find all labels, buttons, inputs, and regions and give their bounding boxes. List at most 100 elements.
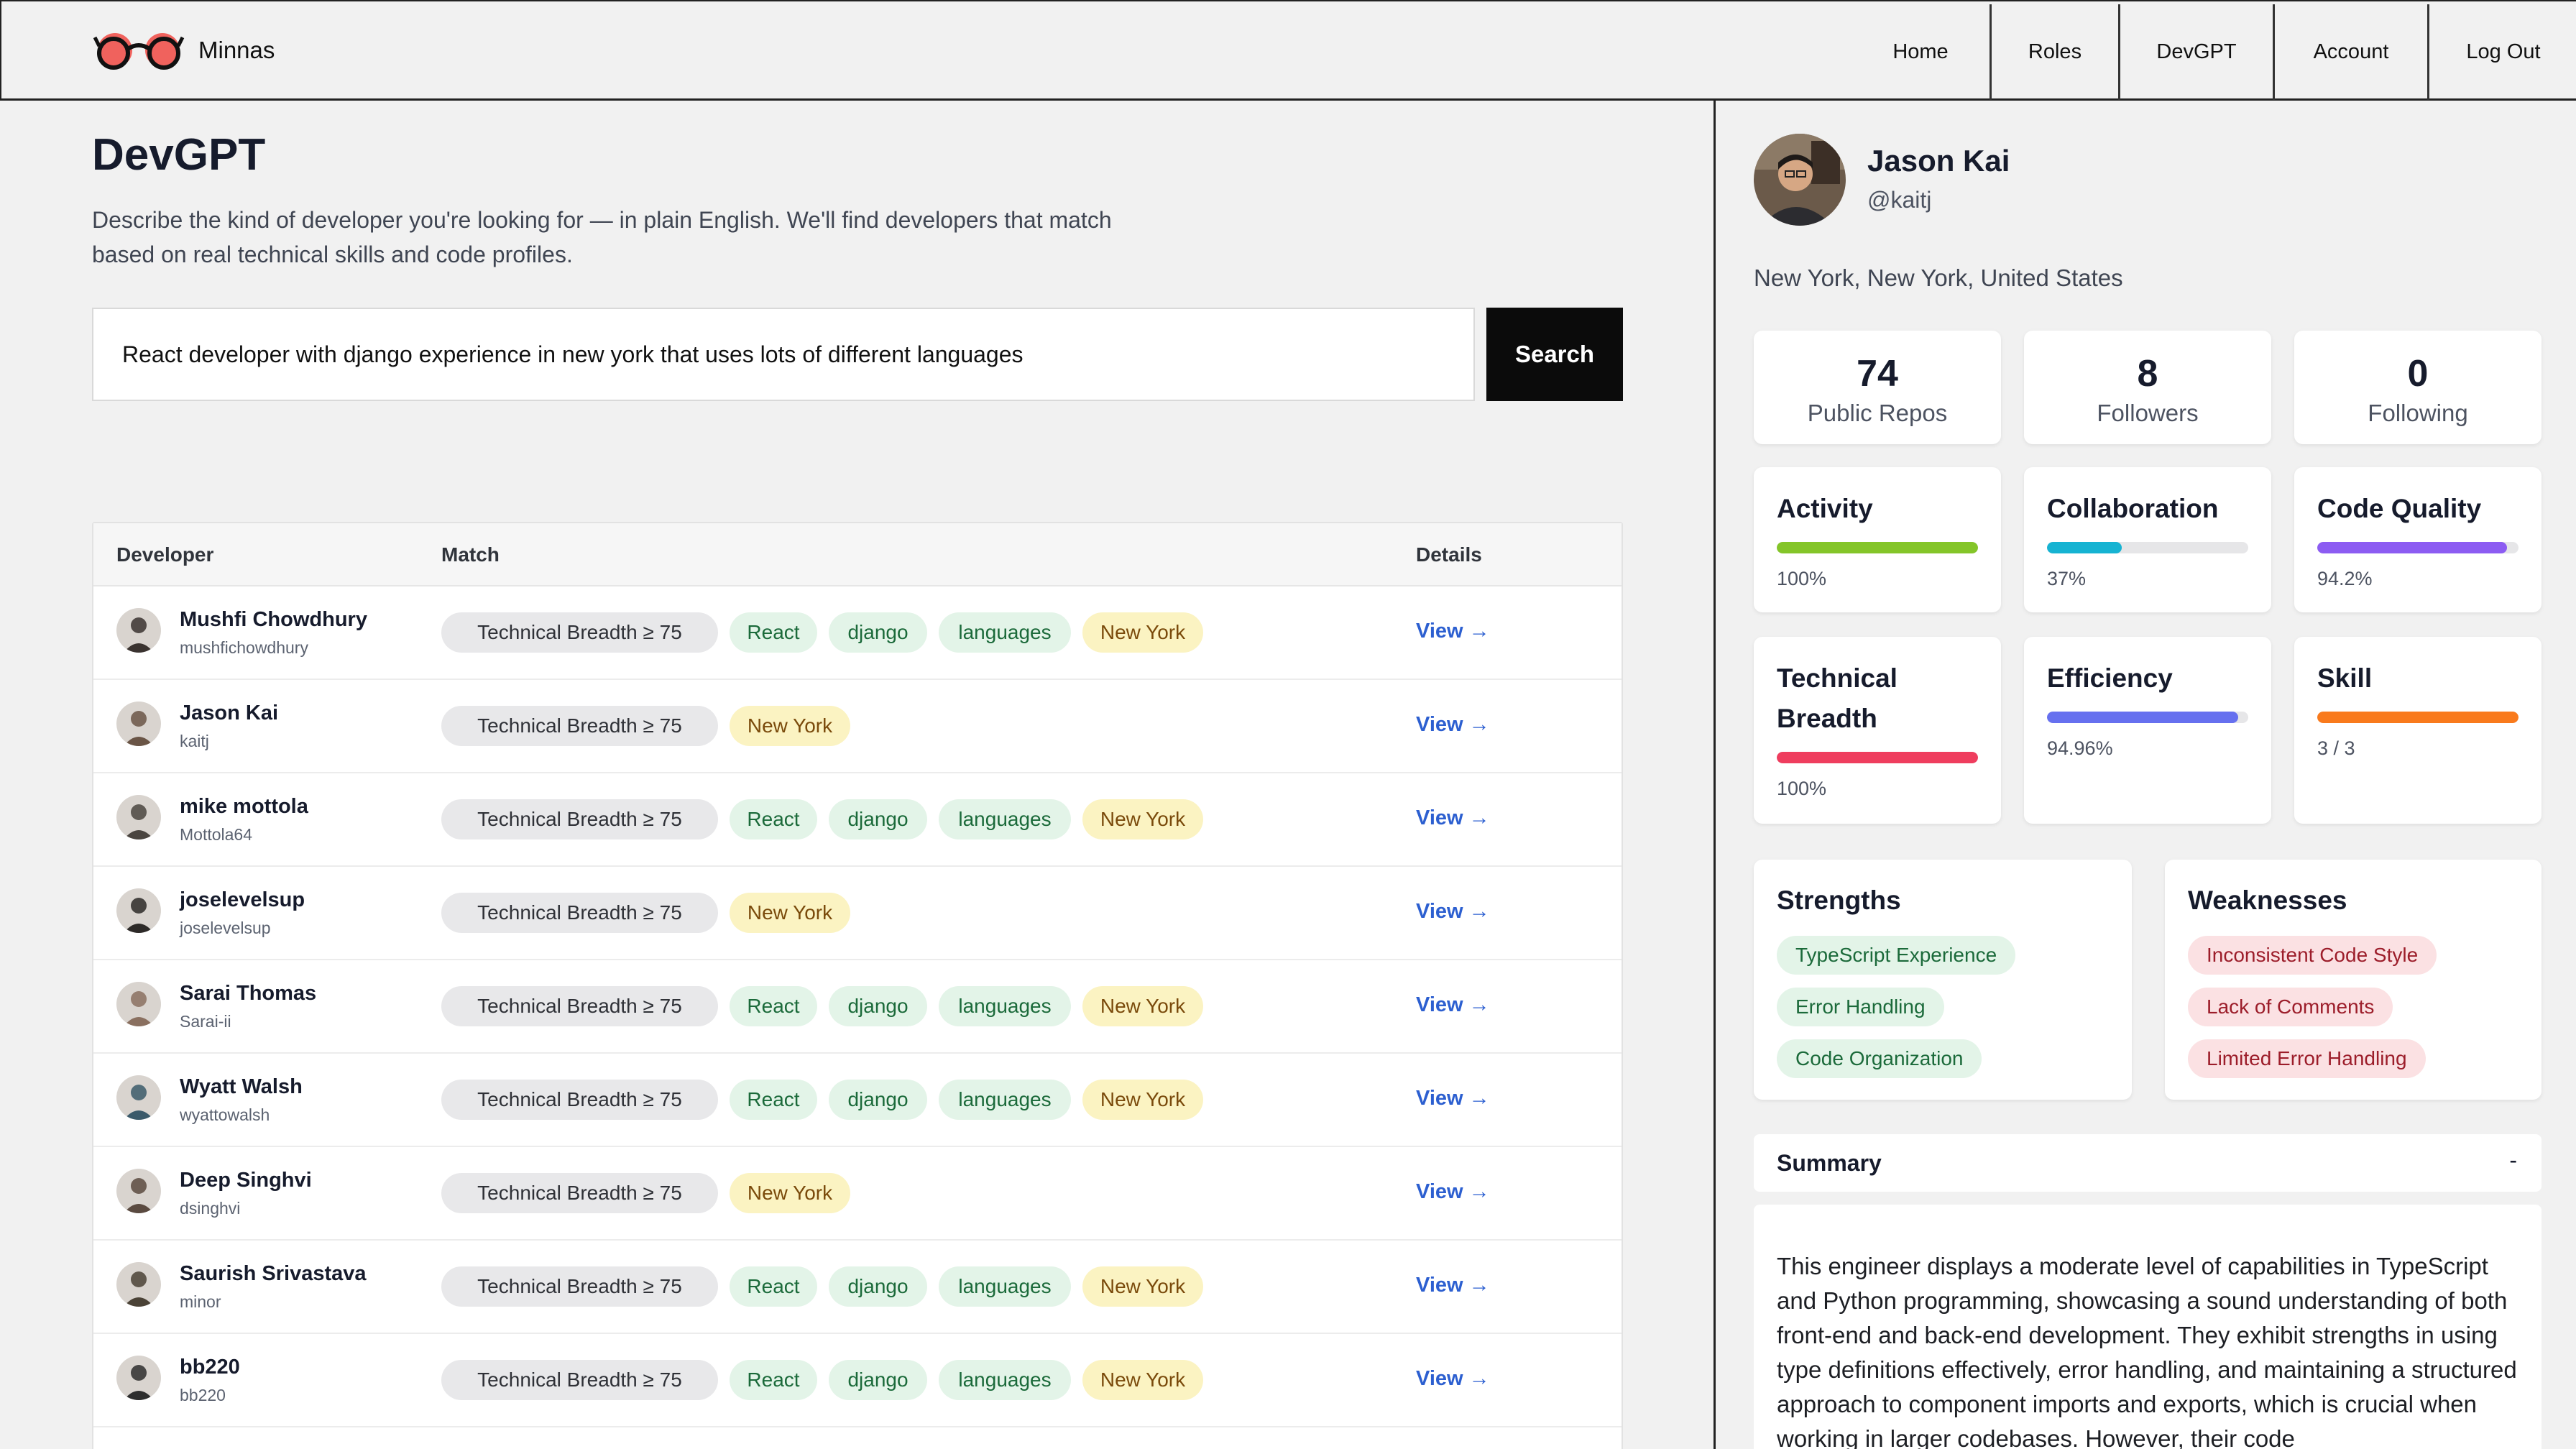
- metric-value: 94.96%: [2047, 737, 2113, 759]
- page-title: DevGPT: [92, 130, 266, 180]
- view-developer-link[interactable]: View →: [1416, 713, 1490, 736]
- metric-progress-bar: [2317, 542, 2518, 553]
- nav-divider: [1990, 4, 1992, 100]
- glasses-logo-icon: [93, 33, 185, 70]
- weaknesses-title: Weaknesses: [2188, 886, 2347, 915]
- avatar: [116, 1262, 161, 1307]
- match-tag: New York: [1082, 1360, 1203, 1400]
- metric-card-code-quality: Code Quality 94.2%: [2294, 467, 2542, 612]
- table-row[interactable]: Saurish Srivastava minor Technical Breadth…: [93, 1241, 1622, 1334]
- match-tag: languages: [939, 1266, 1071, 1307]
- view-developer-link[interactable]: View →: [1416, 993, 1490, 1016]
- avatar: [116, 982, 161, 1026]
- table-row[interactable]: bb220 bb220 Technical Breadth ≥ 75 React dja…: [93, 1334, 1622, 1427]
- avatar: [116, 702, 161, 746]
- developer-name[interactable]: Saurish Srivastava: [180, 1262, 367, 1285]
- column-header-details[interactable]: Details: [1416, 543, 1482, 566]
- summary-label: Summary: [1777, 1150, 1882, 1176]
- developer-name[interactable]: Deep Singhvi: [180, 1169, 312, 1192]
- collapse-toggle-icon[interactable]: -: [2509, 1147, 2517, 1173]
- match-tag: React: [730, 612, 817, 653]
- metric-value: 100%: [1777, 568, 1827, 589]
- view-developer-link[interactable]: View →: [1416, 900, 1490, 923]
- profile-avatar: [1754, 134, 1846, 226]
- developer-handle: dsinghvi: [180, 1199, 241, 1218]
- match-tag: django: [829, 1266, 927, 1307]
- column-header-developer[interactable]: Developer: [116, 543, 214, 566]
- nav-devgpt[interactable]: DevGPT: [2156, 40, 2237, 63]
- developer-name[interactable]: Jason Kai: [180, 702, 278, 724]
- developer-handle: bb220: [180, 1386, 226, 1404]
- developer-name[interactable]: joselevelsup: [180, 888, 305, 911]
- table-header: Developer Match Details: [93, 523, 1622, 586]
- match-tag: New York: [1082, 612, 1203, 653]
- match-tag: Technical Breadth ≥ 75: [441, 986, 718, 1026]
- table-row[interactable]: joselevelsup joselevelsup Technical Breadt…: [93, 867, 1622, 960]
- metric-progress-bar: [2317, 712, 2518, 723]
- metric-progress-bar: [1777, 752, 1978, 763]
- metric-progress-fill: [1777, 752, 1978, 763]
- metric-progress-fill: [2047, 712, 2238, 723]
- developer-handle: minor: [180, 1292, 221, 1311]
- column-header-match[interactable]: Match: [441, 543, 500, 566]
- search-button[interactable]: Search: [1486, 308, 1623, 401]
- metric-progress-fill: [2047, 542, 2122, 553]
- metric-value: 100%: [1777, 778, 1827, 799]
- view-developer-link[interactable]: View →: [1416, 1087, 1490, 1110]
- nav-divider: [2273, 4, 2275, 100]
- search-input[interactable]: React developer with django experience i…: [92, 308, 1475, 401]
- metric-title: Skill: [2317, 663, 2373, 693]
- nav-logout[interactable]: Log Out: [2466, 40, 2541, 63]
- view-developer-link[interactable]: View →: [1416, 806, 1490, 829]
- developer-name[interactable]: Sarai Thomas: [180, 982, 317, 1005]
- view-developer-link[interactable]: View →: [1416, 1367, 1490, 1390]
- match-tag: React: [730, 799, 817, 840]
- view-developer-link[interactable]: View →: [1416, 1274, 1490, 1297]
- developer-name[interactable]: Wyatt Walsh: [180, 1075, 303, 1098]
- metric-title: Code Quality: [2317, 494, 2482, 523]
- avatar: [116, 795, 161, 840]
- avatar: [116, 888, 161, 933]
- match-tag: Technical Breadth ≥ 75: [441, 706, 718, 746]
- developer-table: Developer Match Details Mushfi Chowdhury…: [92, 522, 1623, 1449]
- match-tag: React: [730, 986, 817, 1026]
- table-row[interactable]: Mushfi Chowdhury mushfichowdhury Technical…: [93, 586, 1622, 680]
- match-tag: Technical Breadth ≥ 75: [441, 1080, 718, 1120]
- summary-accordion-header[interactable]: Summary -: [1754, 1134, 2542, 1192]
- developer-handle: Mottola64: [180, 825, 253, 844]
- match-tag: languages: [939, 986, 1071, 1026]
- weaknesses-card: Weaknesses Inconsistent Code Style Lack …: [2165, 860, 2542, 1100]
- match-tag: Technical Breadth ≥ 75: [441, 893, 718, 933]
- developer-handle: mushfichowdhury: [180, 638, 308, 657]
- strength-tag: TypeScript Experience: [1777, 936, 2016, 975]
- match-tag: React: [730, 1080, 817, 1120]
- table-row[interactable]: Deep Singhvi dsinghvi Technical Breadth ≥ …: [93, 1147, 1622, 1241]
- nav-roles[interactable]: Roles: [2028, 40, 2082, 63]
- developer-name[interactable]: mike mottola: [180, 795, 308, 818]
- avatar: [116, 608, 161, 653]
- table-row[interactable]: Sarai Thomas Sarai-ii Technical Breadth ≥ …: [93, 960, 1622, 1054]
- match-tag: languages: [939, 799, 1071, 840]
- profile-handle[interactable]: @kaitj: [1867, 187, 1932, 213]
- metric-progress-bar: [2047, 712, 2248, 723]
- stat-value: 8: [2137, 353, 2158, 395]
- view-developer-link[interactable]: View →: [1416, 1180, 1490, 1203]
- weakness-tag: Lack of Comments: [2188, 988, 2393, 1026]
- strengths-card: Strengths TypeScript Experience Error Ha…: [1754, 860, 2132, 1100]
- match-tag: django: [829, 799, 927, 840]
- table-row[interactable]: Jason Kai kaitj Technical Breadth ≥ 75 New …: [93, 680, 1622, 773]
- table-row[interactable]: Wyatt Walsh wyattowalsh Technical Breadth …: [93, 1054, 1622, 1147]
- view-developer-link[interactable]: View →: [1416, 620, 1490, 643]
- nav-home[interactable]: Home: [1892, 40, 1949, 63]
- metric-card-activity: Activity 100%: [1754, 467, 2001, 612]
- match-tag: New York: [1082, 1266, 1203, 1307]
- developer-name[interactable]: bb220: [180, 1356, 240, 1379]
- match-tag: django: [829, 986, 927, 1026]
- match-tag: Technical Breadth ≥ 75: [441, 799, 718, 840]
- page-description: Describe the kind of developer you're lo…: [92, 207, 1112, 267]
- nav-account[interactable]: Account: [2313, 40, 2389, 63]
- match-tag: django: [829, 1080, 927, 1120]
- brand[interactable]: Minnas: [93, 27, 275, 73]
- developer-name[interactable]: Mushfi Chowdhury: [180, 608, 367, 631]
- table-row[interactable]: mike mottola Mottola64 Technical Breadth ≥…: [93, 773, 1622, 867]
